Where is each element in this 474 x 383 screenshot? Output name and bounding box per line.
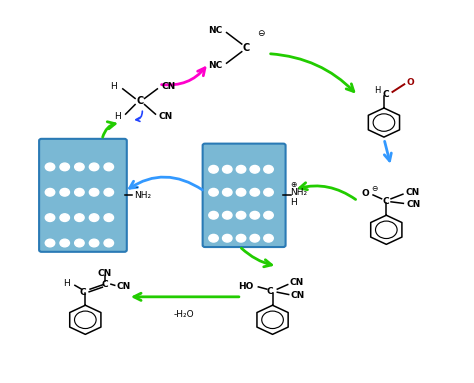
Text: O: O [407,78,414,87]
Text: HO: HO [238,282,254,291]
Circle shape [45,163,55,171]
Text: H: H [63,279,70,288]
Text: -H₂O: -H₂O [173,309,194,319]
Text: CN: CN [405,188,419,197]
Circle shape [45,188,55,196]
Circle shape [250,211,259,219]
Text: CN: CN [97,268,111,278]
Circle shape [60,239,69,247]
Circle shape [75,188,84,196]
Circle shape [250,165,259,173]
Text: C: C [383,90,390,100]
Circle shape [75,214,84,221]
Circle shape [104,239,113,247]
Circle shape [89,163,99,171]
Text: C: C [136,97,144,106]
Circle shape [60,188,69,196]
Text: ⊕: ⊕ [291,180,297,189]
Text: CN: CN [290,278,304,287]
Text: H: H [291,198,297,208]
Text: H: H [374,86,381,95]
Text: CN: CN [406,200,420,210]
Text: CN: CN [116,282,130,291]
FancyBboxPatch shape [39,139,127,252]
Text: H: H [114,112,120,121]
Circle shape [236,234,246,242]
Circle shape [223,165,232,173]
Text: C: C [102,280,109,289]
Circle shape [250,188,259,196]
Circle shape [89,188,99,196]
Circle shape [104,214,113,221]
Text: C: C [383,197,390,206]
Text: ··: ·· [134,184,139,193]
Circle shape [264,234,273,242]
Circle shape [75,239,84,247]
Text: ⊖: ⊖ [372,183,378,193]
Text: NH₂: NH₂ [134,191,151,200]
Text: NC: NC [209,26,223,35]
Circle shape [236,165,246,173]
Text: CN: CN [159,112,173,121]
Circle shape [75,163,84,171]
Circle shape [60,163,69,171]
Circle shape [236,211,246,219]
Text: NH₂: NH₂ [291,188,308,197]
Text: C: C [243,43,250,53]
Circle shape [45,239,55,247]
Circle shape [264,188,273,196]
Text: NC: NC [209,61,223,70]
Text: C: C [80,288,86,297]
Circle shape [209,211,219,219]
FancyBboxPatch shape [202,144,285,247]
Text: H: H [110,82,117,91]
Text: C: C [267,287,273,296]
Text: CN: CN [291,291,305,300]
Text: O: O [361,189,369,198]
Circle shape [60,214,69,221]
Circle shape [209,188,219,196]
Circle shape [89,214,99,221]
Circle shape [104,188,113,196]
Text: ⊖: ⊖ [257,29,264,38]
Circle shape [45,214,55,221]
Circle shape [89,239,99,247]
Circle shape [250,234,259,242]
Circle shape [223,234,232,242]
Text: CN: CN [161,82,175,91]
Circle shape [209,165,219,173]
Circle shape [264,211,273,219]
Circle shape [236,188,246,196]
Circle shape [264,165,273,173]
Circle shape [223,211,232,219]
Circle shape [223,188,232,196]
Circle shape [104,163,113,171]
Circle shape [209,234,219,242]
